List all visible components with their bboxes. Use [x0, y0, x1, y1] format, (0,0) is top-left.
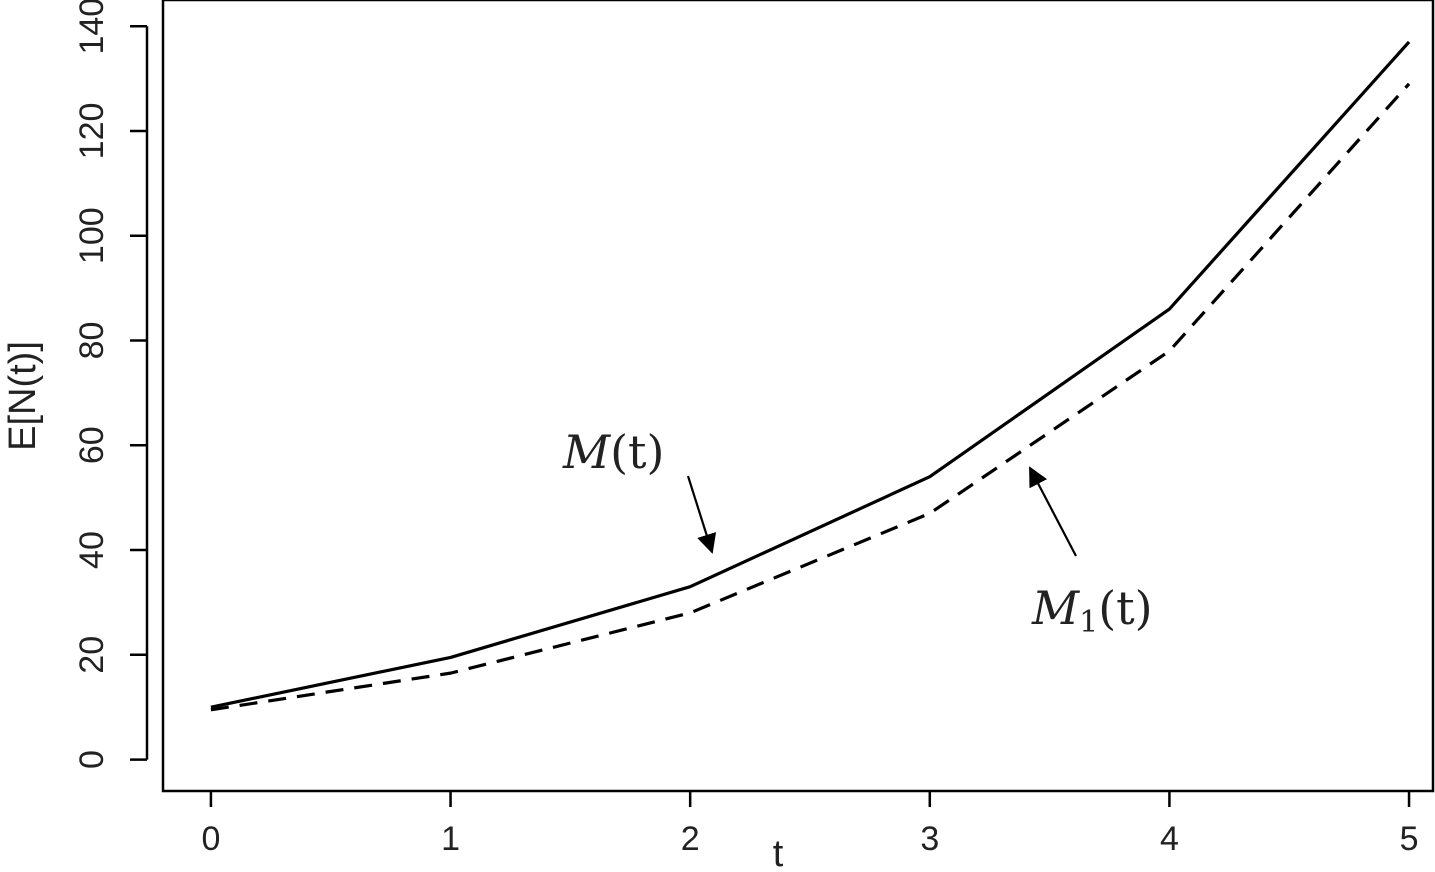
x-tick-label-1: 1 [441, 820, 460, 858]
y-tick-label-7: 140 [73, 0, 111, 55]
annotation-arrow-1 [1029, 466, 1077, 557]
x-tick-label-2: 2 [681, 820, 700, 858]
x-axis: 0 1 2 3 4 5 [201, 791, 1418, 858]
x-tick-label-0: 0 [201, 820, 220, 858]
x-tick-label-4: 4 [1160, 820, 1179, 858]
y-tick-label-5: 100 [73, 207, 111, 264]
x-tick-label-3: 3 [920, 820, 939, 858]
annotation-label-1: M1(t) [1031, 581, 1153, 640]
annotation-label-0: M(t) [562, 425, 665, 479]
y-tick-label-2: 40 [73, 531, 111, 569]
y-tick-label-4: 80 [73, 322, 111, 360]
annotation-layer: M(t) M1(t) [562, 425, 1153, 640]
y-axis: 0 20 40 60 80 100 120 140 [73, 0, 149, 769]
series-line-1 [210, 82, 1411, 712]
annotation-arrow-0 [686, 475, 717, 554]
x-tick-label-5: 5 [1400, 820, 1419, 858]
series-layer [210, 40, 1411, 712]
y-tick-label-6: 120 [73, 103, 111, 160]
y-tick-label-1: 20 [73, 636, 111, 674]
x-axis-title: t [773, 833, 784, 872]
y-tick-label-0: 0 [73, 750, 111, 769]
y-tick-label-3: 60 [73, 426, 111, 464]
plot-frame [161, 0, 1435, 793]
y-axis-title: E[N(t)] [2, 341, 44, 451]
series-line-0 [210, 40, 1411, 709]
